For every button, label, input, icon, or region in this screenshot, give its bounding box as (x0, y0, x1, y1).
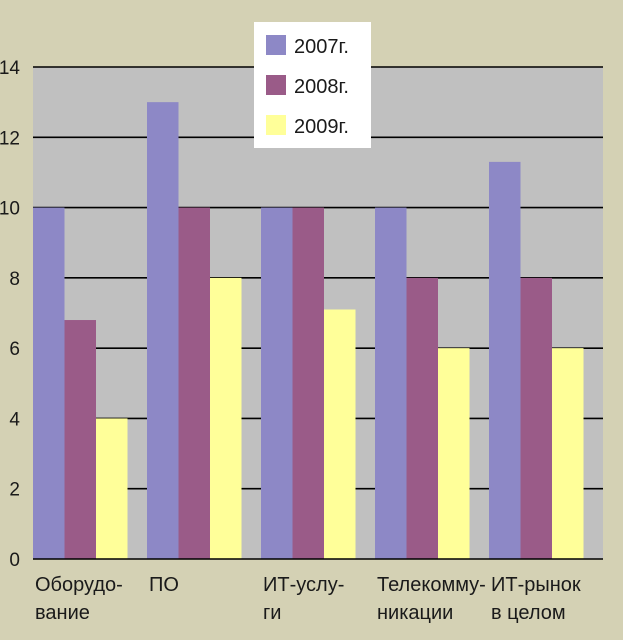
category-label: ги (263, 602, 281, 624)
bar-2008-2 (292, 207, 324, 560)
category-label: ПО (149, 574, 179, 596)
bar-2009-3 (438, 348, 470, 559)
bar-2007-0 (33, 207, 65, 560)
bars (33, 102, 584, 560)
y-tick-label: 14 (0, 58, 20, 79)
bar-2008-4 (520, 277, 552, 559)
y-tick-label: 10 (0, 199, 20, 220)
category-label: никации (377, 602, 453, 624)
category-label: Телекомму- (377, 574, 486, 596)
category-label: ИТ-рынок (491, 574, 581, 596)
legend-label: 2007г. (294, 36, 349, 58)
legend-label: 2009г. (294, 116, 349, 138)
y-tick-label: 0 (9, 550, 20, 571)
bar-2009-2 (324, 309, 356, 559)
legend-swatch (266, 75, 286, 95)
category-label: Оборудо- (35, 574, 123, 596)
category-label: в целом (491, 602, 566, 624)
y-tick-label: 8 (9, 269, 20, 290)
bar-2009-4 (552, 348, 584, 559)
bar-2007-1 (147, 102, 179, 560)
y-tick-label: 6 (9, 339, 20, 360)
legend-swatch (266, 115, 286, 135)
y-tick-label: 12 (0, 128, 20, 149)
category-label: вание (35, 602, 90, 624)
y-tick-label: 4 (9, 409, 20, 430)
bar-2007-3 (375, 207, 407, 560)
bar-2007-4 (489, 161, 521, 559)
legend-swatch (266, 35, 286, 55)
y-tick-label: 2 (9, 480, 20, 501)
bar-2008-1 (178, 207, 210, 560)
legend-label: 2008г. (294, 76, 349, 98)
bar-2009-0 (96, 418, 128, 559)
bar-2008-0 (64, 320, 96, 559)
y-tick-labels: 0 2 4 6 8 10 12 14 (0, 58, 20, 571)
bar-2007-2 (261, 207, 293, 560)
legend: 2007г. 2008г. 2009г. (254, 22, 371, 148)
bar-2009-1 (210, 277, 242, 559)
category-label: ИТ-услу- (263, 574, 344, 596)
category-labels: Оборудо-вание ПО ИТ-услу-ги Телекомму-никац… (35, 574, 581, 624)
bar-2008-3 (406, 277, 438, 559)
